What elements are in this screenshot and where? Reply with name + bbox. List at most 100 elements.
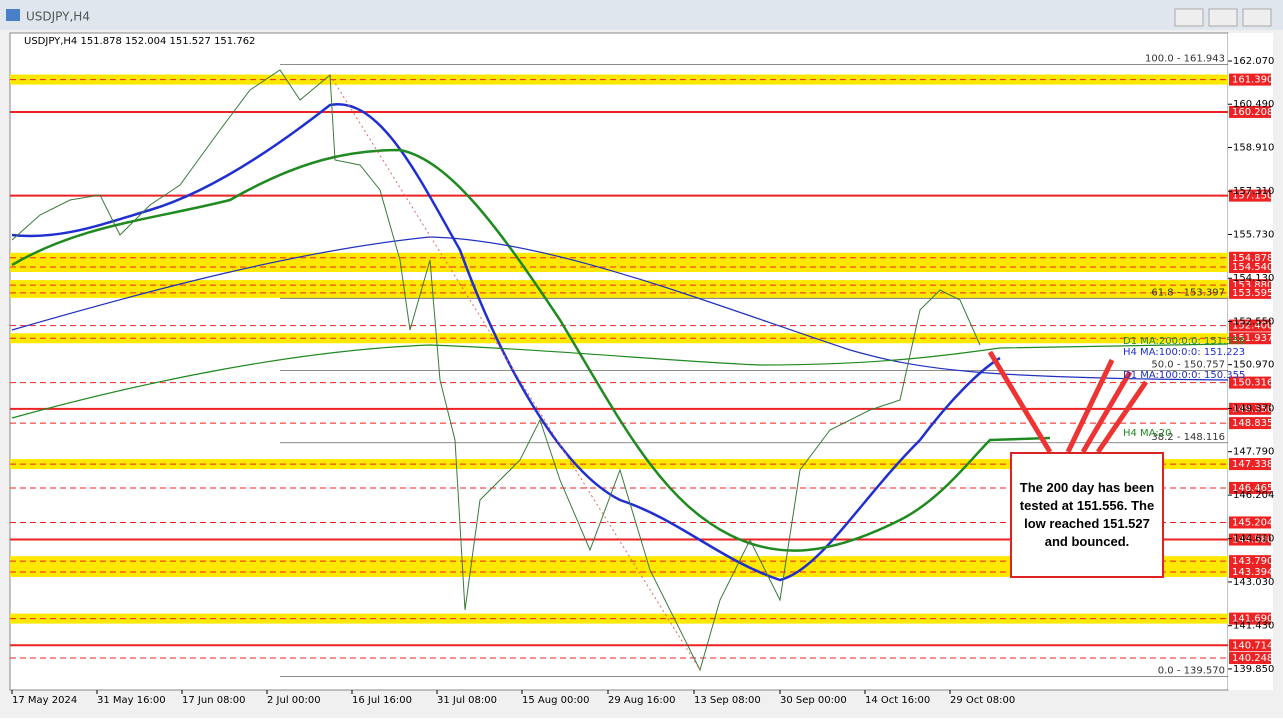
icon — [6, 9, 20, 21]
window-title: USDJPY,H4 — [26, 10, 90, 24]
arrow — [1065, 358, 1115, 454]
plot-area — [9, 32, 1229, 691]
time-label: 15 Aug 00:00 — [522, 695, 589, 706]
level-tag-bg — [1229, 376, 1271, 389]
level-tag: 152.400 — [1232, 321, 1273, 332]
level-tag-bg — [1229, 458, 1271, 471]
ma-label: D1 MA:100:0:0: 150.355 — [1123, 370, 1245, 381]
price-label: 157.310 — [1233, 186, 1274, 197]
price-label: 162.070 — [1233, 56, 1274, 67]
level-tag: 150.316 — [1232, 378, 1273, 389]
level-tag: 146.465 — [1232, 483, 1273, 494]
level-tag: 157.150 — [1232, 191, 1273, 202]
time-label: 14 Oct 16:00 — [865, 695, 930, 706]
time-label: 13 Sep 08:00 — [694, 695, 761, 706]
level-tag: 143.394 — [1232, 567, 1273, 578]
level-tag-bg — [1229, 639, 1271, 652]
h4-ma-100 — [11, 102, 1001, 582]
level-tag-bg — [1229, 555, 1271, 568]
fib-label: 50.0 - 150.757 — [1151, 360, 1225, 371]
price-label: 154.130 — [1233, 273, 1274, 284]
level-tag-bg — [1229, 612, 1271, 625]
level-tag-bg — [1229, 319, 1271, 332]
arrow — [1080, 370, 1133, 454]
price-label: 139.850 — [1233, 664, 1274, 675]
h4-ma-200 — [11, 148, 1051, 552]
time-label: 31 Jul 08:00 — [437, 695, 497, 706]
arrows — [987, 350, 1149, 454]
level-tag: 153.595 — [1232, 288, 1273, 299]
zone-band — [10, 333, 1228, 344]
title-bar — [0, 0, 1283, 30]
price-label: 147.790 — [1233, 447, 1274, 458]
time-label: 16 Jul 16:00 — [352, 695, 412, 706]
level-tag-bg — [1229, 652, 1271, 665]
d1-ma-100 — [11, 236, 1229, 381]
time-label: 29 Oct 08:00 — [950, 695, 1015, 706]
level-tag-bg — [1229, 105, 1271, 118]
level-tag-bg — [1229, 251, 1271, 264]
level-tag-bg — [1229, 565, 1271, 578]
level-tag: 161.390 — [1232, 75, 1273, 86]
price-axis — [1228, 33, 1273, 690]
price-label: 149.370 — [1233, 403, 1274, 414]
level-tag: 147.338 — [1232, 459, 1273, 470]
level-tag-bg — [1229, 261, 1271, 274]
ma-label: D1 MA:200:0:0: 151.556 — [1123, 336, 1245, 347]
level-tag-bg — [1229, 73, 1271, 86]
minimize-button[interactable] — [1174, 8, 1204, 27]
level-tag: 140.248 — [1232, 653, 1273, 664]
price-label: 158.910 — [1233, 142, 1274, 153]
zone-band — [10, 252, 1228, 273]
fib-label: 61.8 - 153.397 — [1151, 287, 1225, 298]
maximize-button[interactable] — [1208, 8, 1238, 27]
level-tag: 154.878 — [1232, 253, 1273, 264]
level-tag: 144.580 — [1232, 535, 1273, 546]
price-label: 144.610 — [1233, 534, 1274, 545]
level-tag-bg — [1229, 332, 1271, 345]
time-label: 29 Aug 16:00 — [608, 695, 675, 706]
arrow — [1095, 380, 1149, 454]
fib-trend-line — [329, 74, 701, 671]
level-tag: 145.204 — [1232, 517, 1273, 528]
fib-label: 0.0 - 139.570 — [1158, 666, 1225, 677]
zone-band — [10, 459, 1228, 470]
arrow — [987, 350, 1053, 454]
price-label: 141.430 — [1233, 621, 1274, 632]
zone-band — [10, 74, 1228, 85]
level-tag-bg — [1229, 516, 1271, 529]
time-label: 17 May 2024 — [12, 695, 77, 706]
price-label: 155.730 — [1233, 229, 1274, 240]
level-tag: 140.714 — [1232, 640, 1273, 651]
zone-band — [10, 280, 1228, 298]
ma-label: H4 MA:20 — [1123, 428, 1171, 439]
level-tag: 151.937 — [1232, 333, 1273, 344]
time-label: 31 May 16:00 — [97, 695, 166, 706]
price-path — [11, 69, 981, 672]
price-label: 146.204 — [1233, 490, 1274, 501]
zone-band — [10, 613, 1228, 624]
level-tag-bg — [1229, 286, 1271, 299]
level-tag-bg — [1229, 481, 1271, 494]
annotation-box: The 200 day has been tested at 151.556. … — [1010, 452, 1164, 578]
fib-label: 38.2 - 148.116 — [1151, 432, 1225, 443]
level-tag: 143.790 — [1232, 556, 1273, 567]
ma-label: H4 MA:100:0:0: 151.223 — [1123, 347, 1245, 358]
time-label: 30 Sep 00:00 — [780, 695, 847, 706]
level-tag: 160.208 — [1232, 107, 1273, 118]
fib-label: 100.0 - 161.943 — [1145, 53, 1225, 64]
level-tag-bg — [1229, 189, 1271, 202]
level-tag-bg — [1229, 533, 1271, 546]
chart-info: USDJPY,H4 151.878 152.004 151.527 151.76… — [24, 36, 255, 47]
price-label: 152.550 — [1233, 316, 1274, 327]
level-tag: 154.540 — [1232, 262, 1273, 273]
level-tag: 149.356 — [1232, 404, 1273, 415]
d1-ma-200 — [11, 343, 1229, 419]
level-tag: 148.835 — [1232, 418, 1273, 429]
level-tag: 141.690 — [1232, 614, 1273, 625]
close-button[interactable] — [1242, 8, 1272, 27]
price-label: 150.970 — [1233, 360, 1274, 371]
price-label: 160.490 — [1233, 99, 1274, 110]
